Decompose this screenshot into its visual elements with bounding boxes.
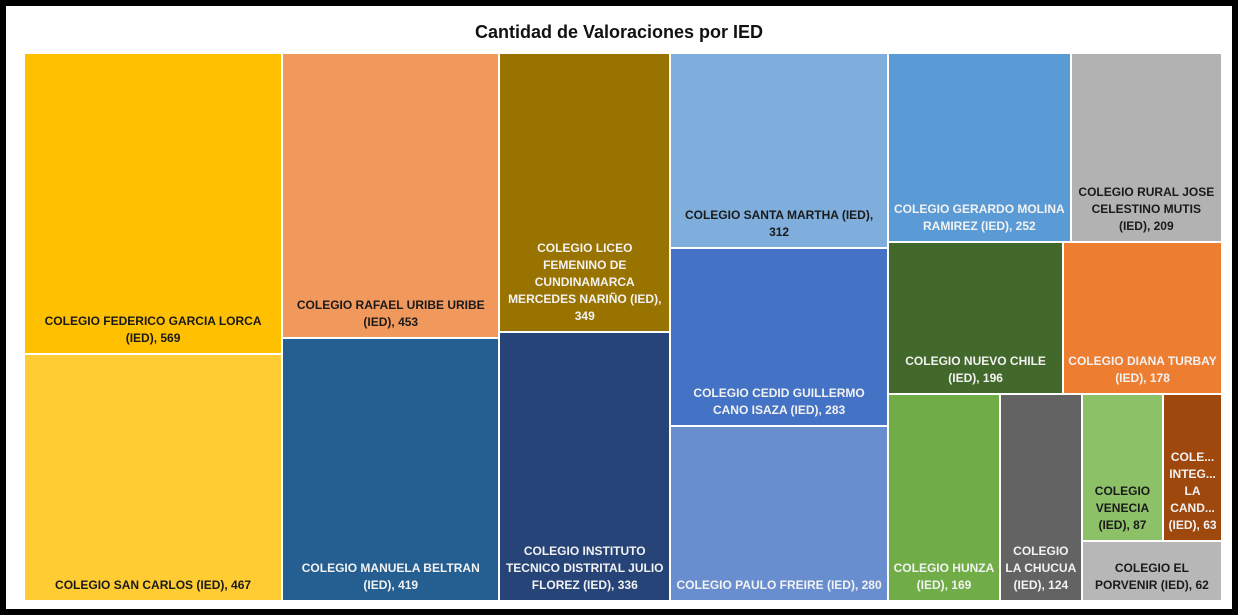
tile: COLEGIO DIANA TURBAY (IED), 178 [1063,241,1222,395]
data-label: COLEGIO DIANA TURBAY (IED), 178 [1068,354,1217,386]
data-label: COLE... INTEG... LA CAND... (IED), 63 [1168,449,1217,532]
data-label: COLEGIO MANUELA BELTRAN (IED), 419 [301,560,480,592]
data-label: COLEGIO SANTA MARTHA (IED), 312 [684,208,874,240]
data-label: COLEGIO EL PORVENIR (IED), 62 [1095,560,1209,592]
chart-title: Cantidad de Valoraciones por IED [474,22,764,42]
tile: COLEGIO RAFAEL URIBE URIBE (IED), 453 [282,53,500,338]
tile: COLEGIO GERARDO MOLINA RAMIREZ (IED), 25… [888,53,1071,242]
data-label: COLEGIO SAN CARLOS (IED), 467 [55,577,252,592]
tile: COLEGIO PAULO FREIRE (IED), 280 [670,425,889,601]
tile: COLEGIO FEDERICO GARCIA LORCA (IED), 569 [24,53,283,354]
data-label: COLEGIO CEDID GUILLERMO CANO ISAZA (IED)… [693,385,865,417]
tile: COLEGIO NUEVO CHILE (IED), 196 [888,241,1064,395]
data-label: COLEGIO GERARDO MOLINA RAMIREZ (IED), 25… [894,201,1065,233]
data-label: COLEGIO HUNZA (IED), 169 [893,560,995,592]
tile: COLEGIO SAN CARLOS (IED), 467 [24,353,283,601]
data-label: COLEGIO INSTITUTO TECNICO DISTRITAL JULI… [505,543,664,592]
tile: COLEGIO LICEO FEMENINO DE CUNDINAMARCA M… [499,53,671,333]
tile: COLEGIO SANTA MARTHA (IED), 312 [670,53,889,249]
data-label: COLEGIO NUEVO CHILE (IED), 196 [905,354,1046,386]
data-label: COLEGIO LA CHUCUA (IED), 124 [1005,543,1077,592]
data-label: COLEGIO RAFAEL URIBE URIBE (IED), 453 [296,297,485,329]
tile: COLEGIO RURAL JOSE CELESTINO MUTIS (IED)… [1070,53,1222,242]
tile: COLEGIO LA CHUCUA (IED), 124 [999,394,1082,601]
data-label: COLEGIO VENECIA (IED), 87 [1094,483,1151,532]
tile: COLEGIO CEDID GUILLERMO CANO ISAZA (IED)… [670,248,889,426]
tile: COLE... INTEG... LA CAND... (IED), 63 [1163,394,1222,541]
data-label: COLEGIO LICEO FEMENINO DE CUNDINAMARCA M… [508,241,662,324]
data-label: COLEGIO PAULO FREIRE (IED), 280 [676,577,882,592]
plot: Cantidad de Valoraciones por IED COLEGIO… [6,6,1232,609]
tile: COLEGIO INSTITUTO TECNICO DISTRITAL JULI… [499,332,671,601]
tile: COLEGIO VENECIA (IED), 87 [1081,394,1164,541]
tile: COLEGIO HUNZA (IED), 169 [888,394,1000,601]
tile: COLEGIO EL PORVENIR (IED), 62 [1081,540,1222,601]
data-label: COLEGIO FEDERICO GARCIA LORCA (IED), 569 [44,313,262,345]
tile: COLEGIO MANUELA BELTRAN (IED), 419 [282,337,500,601]
data-label: COLEGIO RURAL JOSE CELESTINO MUTIS (IED)… [1078,184,1215,233]
